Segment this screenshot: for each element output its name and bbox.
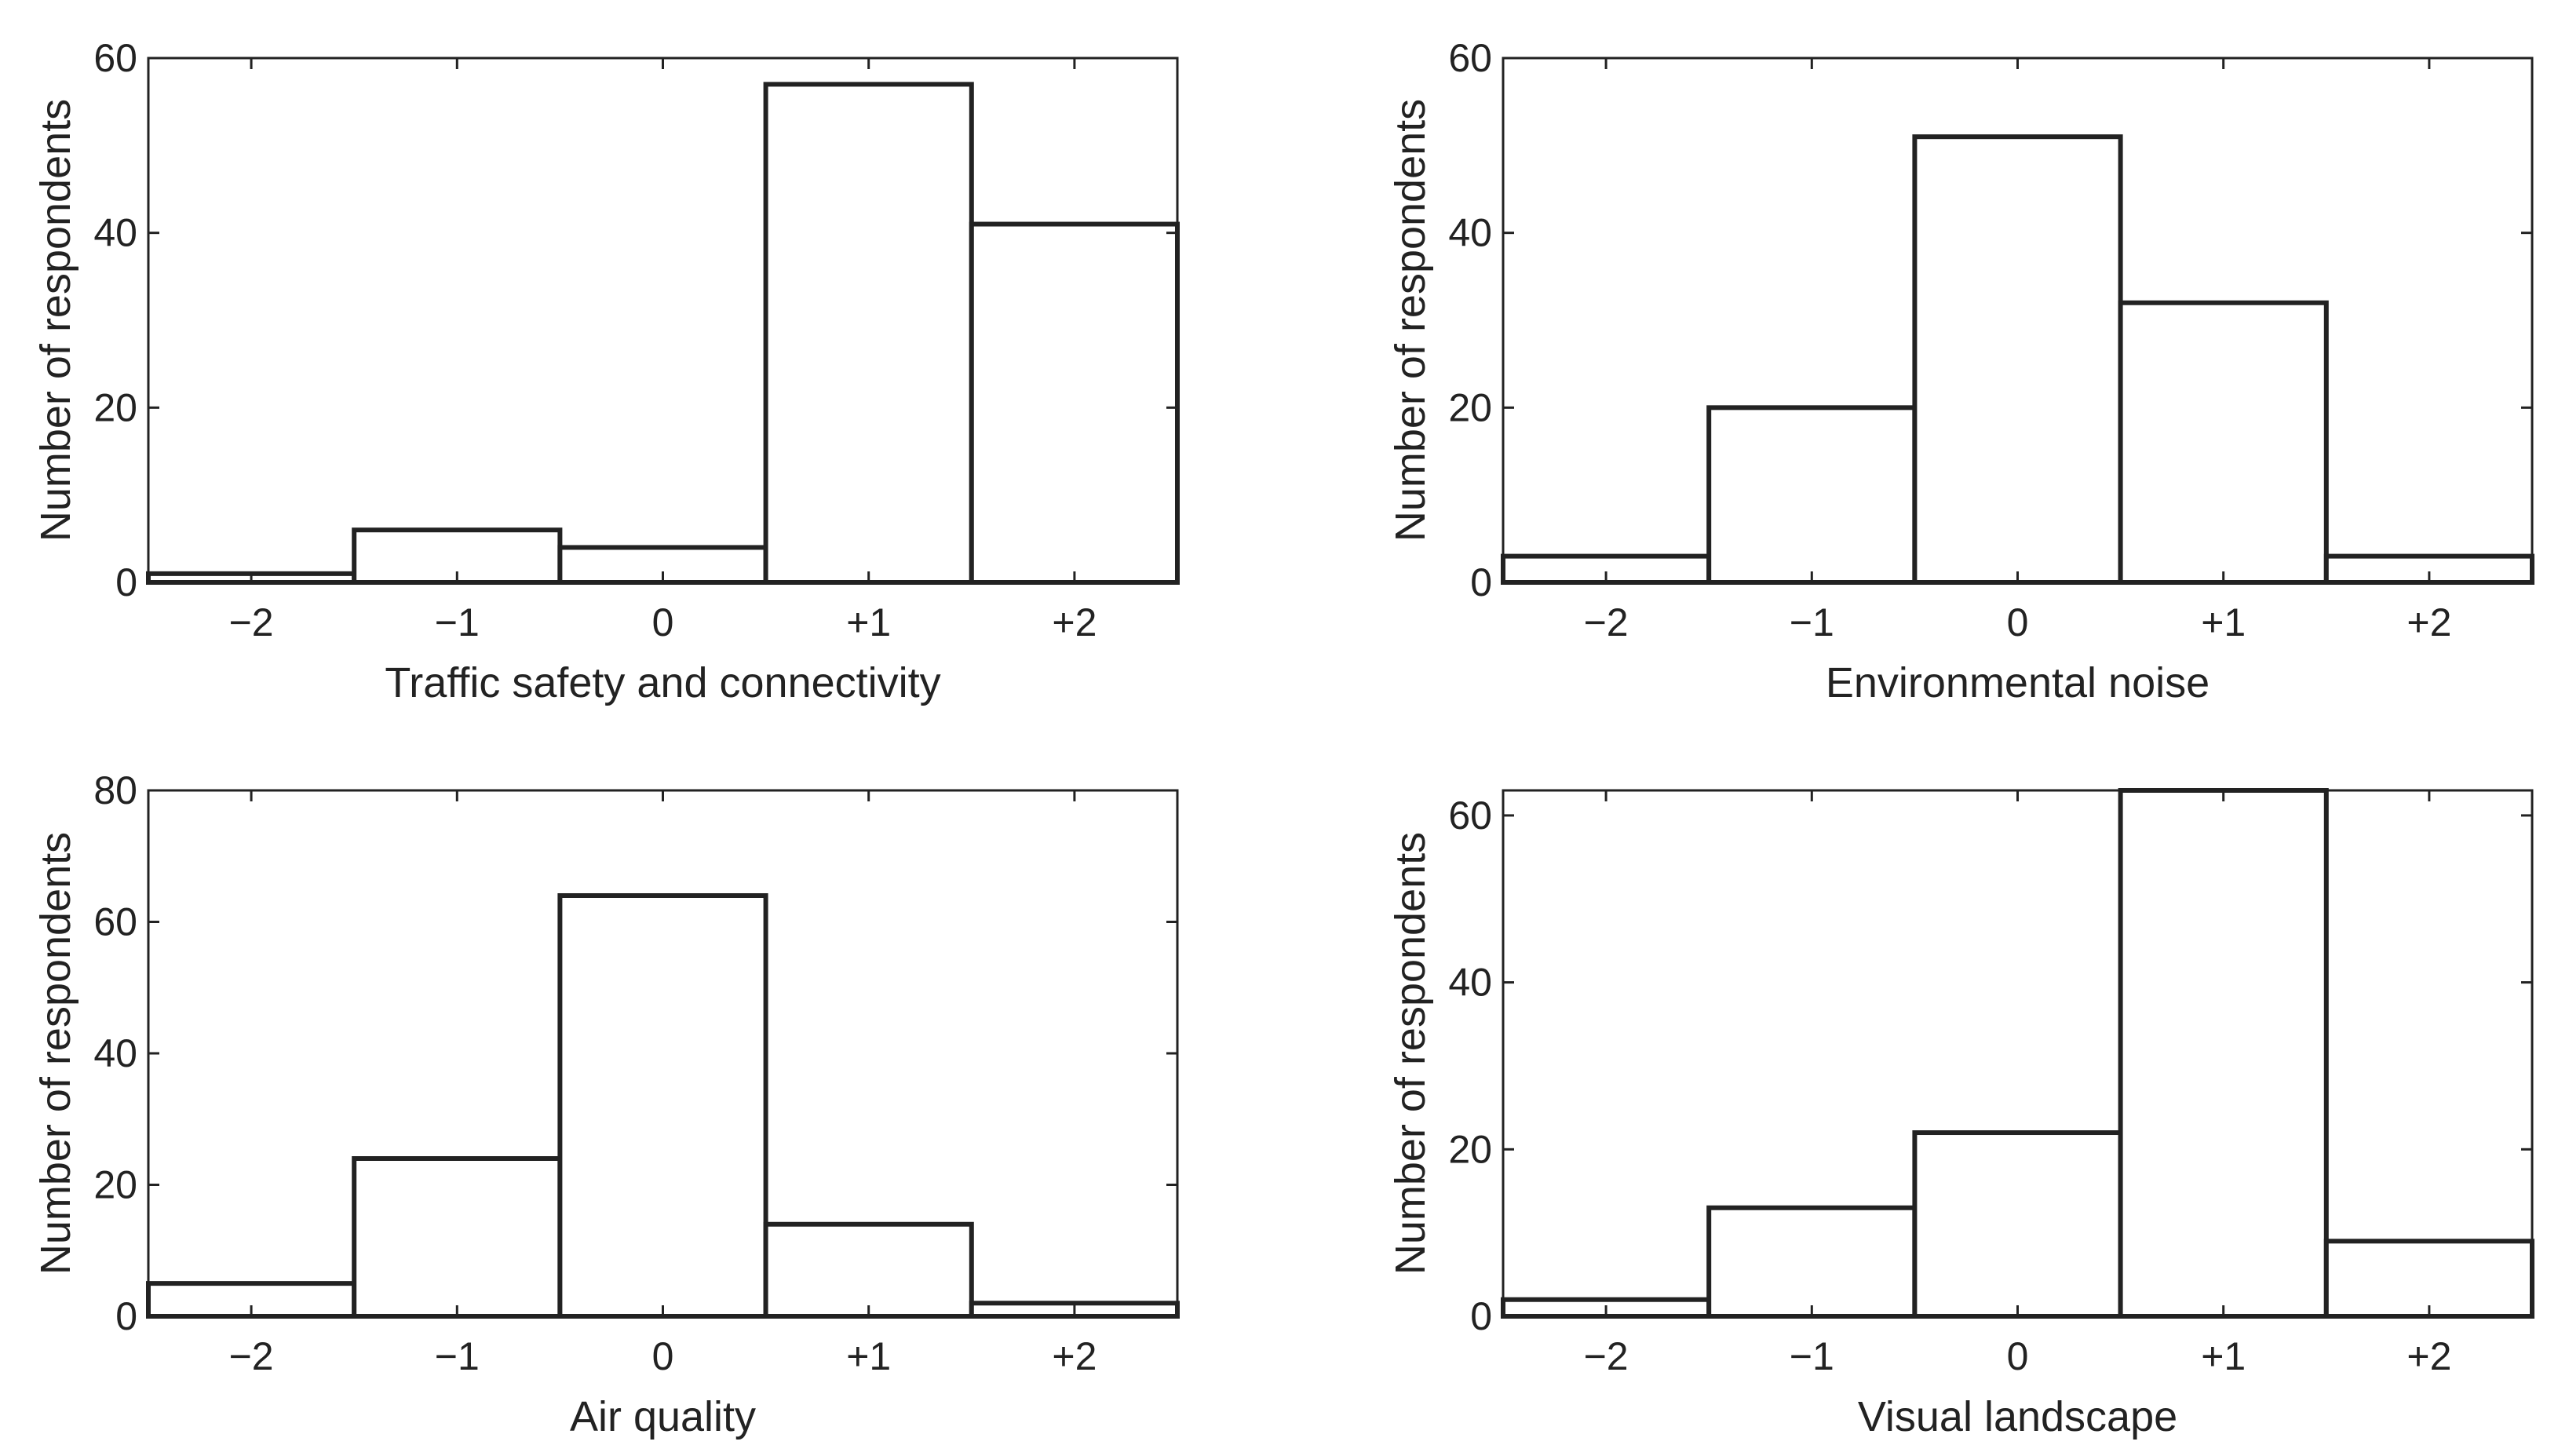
y-tick-label: 0: [1470, 1294, 1492, 1338]
y-tick-label: 40: [93, 211, 137, 255]
bar: [969, 221, 1180, 585]
bar: [1912, 1130, 2123, 1319]
y-tick-label: 0: [115, 1294, 137, 1338]
y-tick-label: 0: [115, 560, 137, 604]
x-tick-label: +1: [846, 600, 891, 644]
x-tick-label: −1: [435, 1334, 480, 1378]
y-axis-title: Number of respondents: [32, 99, 79, 542]
bar: [1912, 134, 2123, 585]
x-tick-label: −1: [1790, 1334, 1834, 1378]
y-tick-label: 80: [93, 768, 137, 812]
x-tick-label: −2: [229, 600, 274, 644]
y-axis-title: Number of respondents: [1387, 99, 1434, 542]
x-axis-title: Air quality: [570, 1393, 756, 1440]
bar: [352, 1156, 563, 1319]
x-tick-label: −2: [1584, 600, 1629, 644]
y-tick-label: 60: [93, 36, 137, 80]
x-tick-label: +1: [2201, 600, 2246, 644]
panel-visual-landscape: Number of respondents Visual landscape −…: [1387, 788, 2535, 1440]
bar: [763, 1221, 974, 1319]
x-tick-label: +2: [1052, 1334, 1097, 1378]
y-tick-label: 20: [93, 385, 137, 429]
y-tick-label: 20: [93, 1163, 137, 1207]
x-axis-title: Environmental noise: [1826, 659, 2210, 706]
y-axis-title: Number of respondents: [32, 832, 79, 1275]
panel-traffic-safety: Number of respondents Traffic safety and…: [32, 36, 1180, 706]
bar: [1706, 1205, 1918, 1319]
x-tick-label: +2: [2407, 600, 2451, 644]
x-tick-label: 0: [2007, 600, 2029, 644]
x-tick-label: +1: [846, 1334, 891, 1378]
bar: [2323, 1239, 2535, 1319]
bar: [763, 82, 974, 585]
x-tick-label: +2: [1052, 600, 1097, 644]
y-tick-label: 60: [93, 900, 137, 944]
y-tick-label: 60: [1448, 36, 1492, 80]
panel-environmental-noise: Number of respondents Environmental nois…: [1387, 36, 2535, 706]
y-tick-label: 60: [1448, 794, 1492, 837]
y-tick-label: 20: [1448, 1127, 1492, 1171]
x-tick-label: 0: [652, 600, 674, 644]
bar: [2118, 788, 2329, 1319]
bar: [1706, 405, 1918, 585]
x-tick-label: 0: [652, 1334, 674, 1378]
y-tick-label: 40: [1448, 961, 1492, 1005]
y-tick-label: 0: [1470, 560, 1492, 604]
x-tick-label: −2: [229, 1334, 274, 1378]
x-tick-label: 0: [2007, 1334, 2029, 1378]
y-axis-title: Number of respondents: [1387, 832, 1434, 1275]
x-tick-label: +1: [2201, 1334, 2246, 1378]
x-tick-label: −1: [1790, 600, 1834, 644]
x-tick-label: −1: [435, 600, 480, 644]
y-tick-label: 20: [1448, 385, 1492, 429]
bar: [2118, 300, 2329, 585]
y-tick-label: 40: [93, 1031, 137, 1075]
panel-air-quality: Number of respondents Air quality −2 −1 0 +…: [32, 768, 1180, 1440]
x-tick-label: +2: [2407, 1334, 2451, 1378]
y-tick-label: 40: [1448, 211, 1492, 255]
bar: [557, 893, 768, 1319]
x-axis-title: Visual landscape: [1858, 1393, 2177, 1440]
x-axis-title: Traffic safety and connectivity: [385, 659, 940, 706]
x-tick-label: −2: [1584, 1334, 1629, 1378]
